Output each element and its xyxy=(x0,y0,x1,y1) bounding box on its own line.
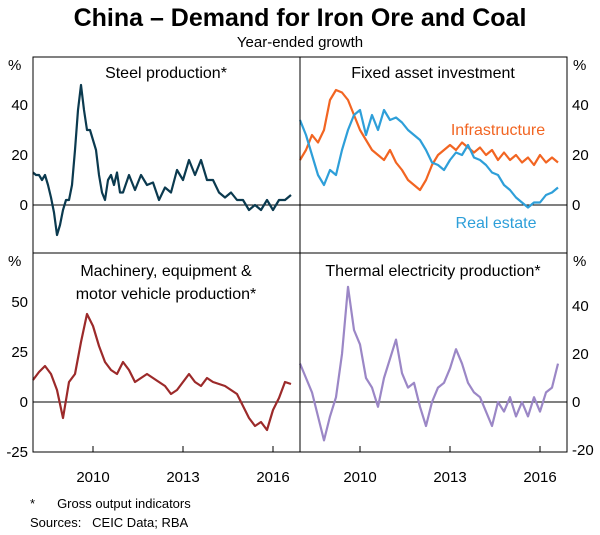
panel-title: Fixed asset investment xyxy=(351,65,515,82)
y-tick-label: 0 xyxy=(20,394,28,411)
y-unit-label: % xyxy=(8,253,21,270)
footnote-asterisk: * Gross output indicators xyxy=(30,496,191,511)
x-tick-label: 2010 xyxy=(343,469,376,486)
panel-title: Machinery, equipment & xyxy=(80,263,252,280)
x-tick-label: 2016 xyxy=(256,469,289,486)
panel-3: 2010 2013 2016 -25 0 25 50% Machinery, equipmen… xyxy=(6,253,300,486)
y-tick-label: 0 xyxy=(20,197,28,214)
chart-subtitle: Year-ended growth xyxy=(236,34,364,51)
panel-2: 0 20 40% Fixed asset investment Infrastructu… xyxy=(298,57,589,232)
x-tick-label: 2013 xyxy=(433,469,466,486)
y-tick-label: -20 xyxy=(572,442,594,459)
footnote-asterisk-mark: * xyxy=(30,496,36,511)
footnote-sources: Sources: CEIC Data; RBA xyxy=(30,515,189,530)
footnote-asterisk-text: Gross output indicators xyxy=(57,496,191,511)
panel-title: motor vehicle production* xyxy=(76,286,257,303)
x-tick-label: 2016 xyxy=(523,469,556,486)
y-tick-label: 25 xyxy=(11,344,28,361)
y-tick-label: 40 xyxy=(11,97,28,114)
y-tick-label: 50 xyxy=(11,294,28,311)
y-tick-label: 20 xyxy=(11,147,28,164)
series-line xyxy=(299,88,559,192)
y-unit-label: % xyxy=(573,57,586,74)
panel-title: Steel production* xyxy=(105,65,227,82)
series-annotation: Infrastructure xyxy=(451,122,545,139)
panel-1: 0 20 40% Steel production* xyxy=(8,57,300,237)
x-tick-label: 2013 xyxy=(166,469,199,486)
series-line xyxy=(32,83,292,237)
y-unit-label: % xyxy=(8,57,21,74)
y-tick-label: 0 xyxy=(572,197,580,214)
series-line xyxy=(298,285,560,442)
series-line xyxy=(298,108,559,209)
series-annotation: Real estate xyxy=(456,215,537,232)
chart-title: China – Demand for Iron Ore and Coal xyxy=(73,4,527,32)
y-tick-label: 20 xyxy=(572,147,589,164)
y-tick-label: -25 xyxy=(6,444,28,461)
y-unit-label: % xyxy=(573,253,586,270)
y-tick-label: 40 xyxy=(572,97,589,114)
series-line xyxy=(32,312,292,432)
x-tick-label: 2010 xyxy=(76,469,109,486)
y-tick-label: 20 xyxy=(572,346,589,363)
panel-4: 2010 2013 2016 -20 0 20 40% Thermal electricity… xyxy=(298,253,594,486)
panel-title: Thermal electricity production* xyxy=(325,263,540,280)
y-tick-label: 40 xyxy=(572,298,589,315)
y-tick-label: 0 xyxy=(572,394,580,411)
